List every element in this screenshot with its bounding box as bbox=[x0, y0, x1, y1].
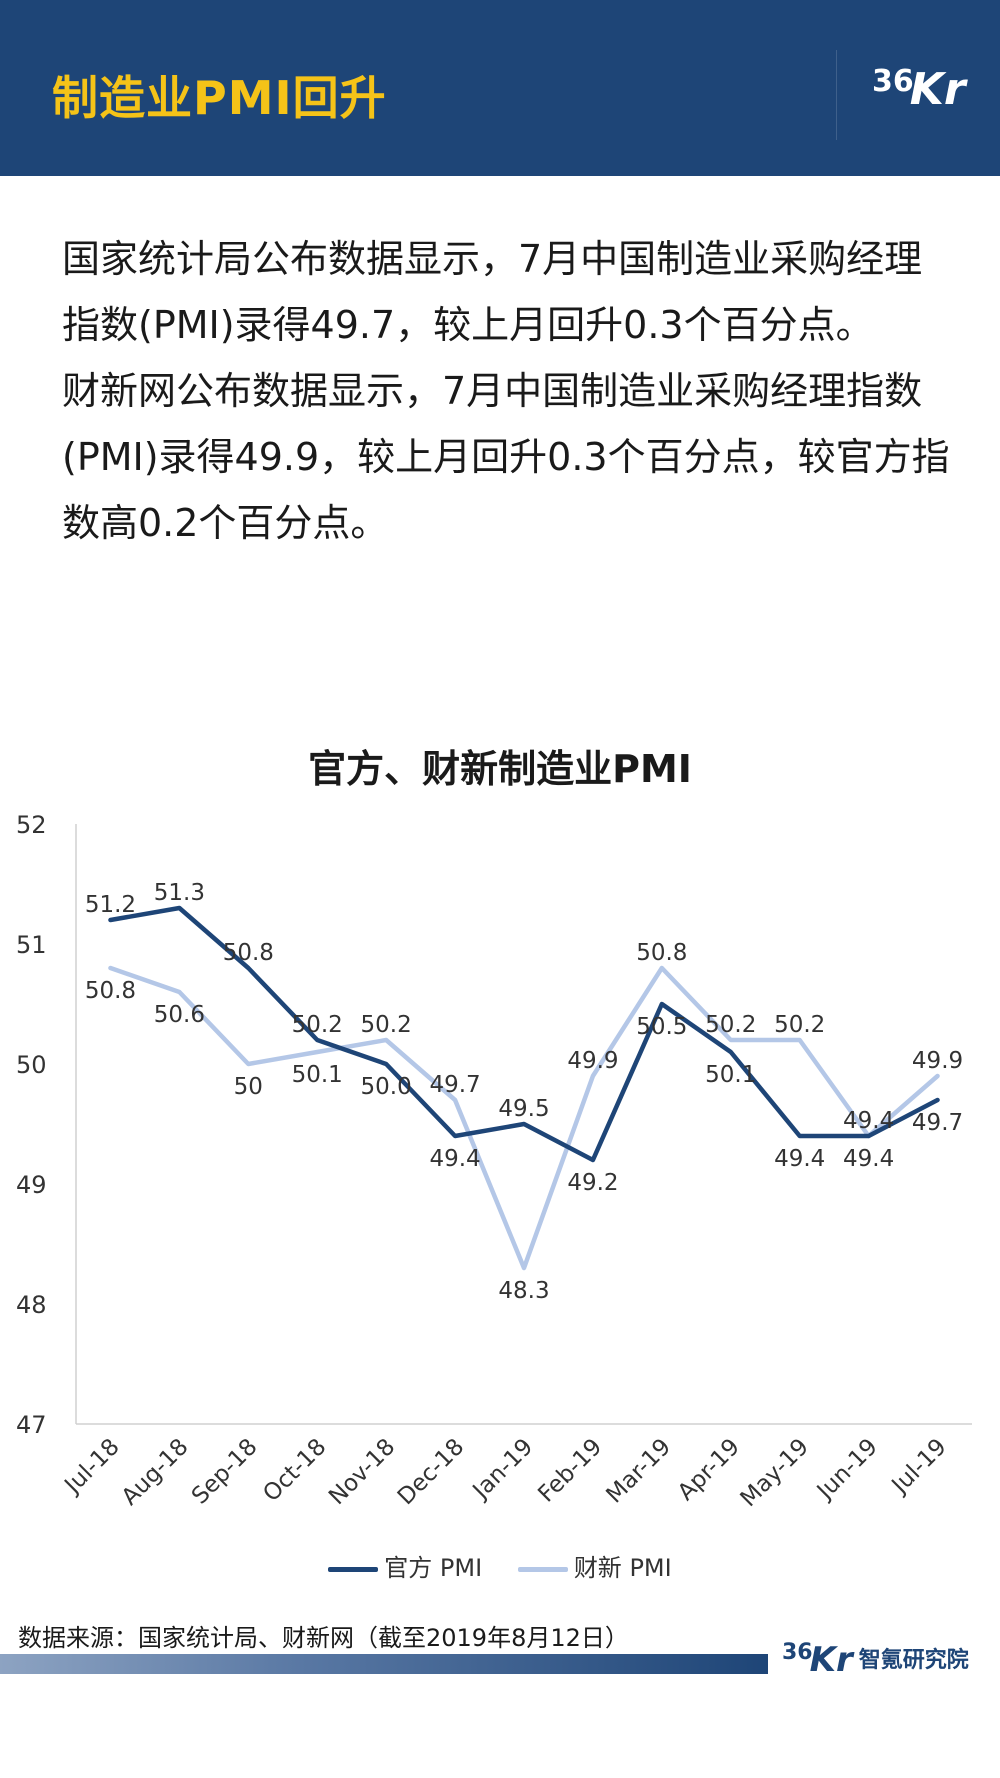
data-label-caixin: 49.9 bbox=[567, 1048, 618, 1074]
institute-name: 智氪研究院 bbox=[858, 1648, 969, 1673]
legend-item-caixin: 财新 PMI bbox=[517, 1548, 672, 1583]
chart-legend: 官方 PMI 财新 PMI bbox=[0, 1548, 1000, 1583]
data-label-official: 50.5 bbox=[636, 1014, 687, 1040]
y-tick-label: 48 bbox=[16, 1291, 47, 1319]
pmi-line-chart: 47 48 49 50 51 52 Jul-18Aug-18Sep-18Oct-18Nov-… bbox=[16, 811, 972, 1512]
data-label-caixin: 49.7 bbox=[429, 1072, 480, 1098]
chart-title: 官方、财新制造业PMI bbox=[308, 747, 692, 791]
page-title: 制造业PMI回升 bbox=[52, 71, 387, 125]
data-label-official: 49.4 bbox=[843, 1146, 894, 1172]
data-label-caixin: 50.8 bbox=[636, 940, 687, 966]
footer-bar bbox=[0, 1654, 768, 1674]
data-label-caixin: 50 bbox=[234, 1074, 263, 1100]
legend-label-official: 官方 PMI bbox=[384, 1554, 483, 1582]
x-tick-label: Aug-18 bbox=[117, 1434, 194, 1511]
x-tick-label: May-19 bbox=[736, 1434, 814, 1512]
legend-swatch-caixin bbox=[517, 1566, 568, 1572]
data-label-caixin: 50.6 bbox=[154, 1002, 205, 1028]
data-label-official: 49.7 bbox=[912, 1110, 963, 1136]
x-tick-label: Dec-18 bbox=[393, 1434, 469, 1510]
legend-label-caixin: 财新 PMI bbox=[573, 1554, 672, 1582]
x-tick-label: Sep-18 bbox=[187, 1434, 263, 1510]
intro-paragraph-caixin: 财新网公布数据显示，7月中国制造业采购经理指数(PMI)录得49.9，较上月回升… bbox=[62, 369, 950, 545]
x-tick-label: Jul-18 bbox=[59, 1434, 125, 1500]
data-label-caixin: 50.2 bbox=[774, 1012, 825, 1038]
header-banner: 制造业PMI回升 36Kr bbox=[0, 0, 1000, 176]
footer-logo: 36Kr 智氪研究院 bbox=[782, 1640, 969, 1680]
data-label-caixin: 50.8 bbox=[85, 978, 136, 1004]
data-label-official: 49.2 bbox=[567, 1170, 618, 1196]
intro-text: 国家统计局公布数据显示，7月中国制造业采购经理指数(PMI)录得49.7，较上月… bbox=[62, 226, 952, 556]
x-tick-label: Feb-19 bbox=[533, 1434, 607, 1508]
series-line-official bbox=[108, 905, 940, 1163]
legend-item-official: 官方 PMI bbox=[328, 1548, 482, 1583]
data-label-official: 49.4 bbox=[774, 1146, 825, 1172]
x-tick-label: Jan-19 bbox=[467, 1434, 538, 1505]
x-tick-label: Oct-18 bbox=[258, 1434, 331, 1507]
data-label-official: 51.2 bbox=[85, 892, 136, 918]
data-label-caixin: 50.2 bbox=[705, 1012, 756, 1038]
data-label-caixin: 50.2 bbox=[361, 1012, 412, 1038]
y-tick-label: 52 bbox=[16, 811, 47, 839]
data-label-official: 50.8 bbox=[223, 940, 274, 966]
header-divider bbox=[836, 50, 837, 140]
x-tick-label: Mar-19 bbox=[601, 1434, 676, 1509]
x-tick-label: Jun-19 bbox=[811, 1434, 883, 1506]
data-label-official: 50.2 bbox=[292, 1012, 343, 1038]
brand-logo: 36Kr bbox=[872, 64, 966, 115]
legend-swatch-official bbox=[328, 1566, 379, 1572]
data-label-official: 49.5 bbox=[498, 1096, 549, 1122]
data-label-official: 49.4 bbox=[429, 1146, 480, 1172]
data-label-caixin: 50.1 bbox=[292, 1062, 343, 1088]
y-tick-label: 49 bbox=[16, 1171, 47, 1199]
x-tick-label: Nov-18 bbox=[324, 1434, 400, 1510]
data-label-caixin: 48.3 bbox=[498, 1278, 549, 1304]
intro-paragraph-official: 国家统计局公布数据显示，7月中国制造业采购经理指数(PMI)录得49.7，较上月… bbox=[62, 237, 923, 347]
data-label-official: 51.3 bbox=[154, 880, 205, 906]
y-tick-label: 47 bbox=[16, 1411, 47, 1439]
x-tick-label: Jul-19 bbox=[886, 1434, 952, 1500]
data-label-caixin: 49.4 bbox=[843, 1108, 894, 1134]
y-tick-label: 51 bbox=[16, 931, 47, 959]
data-label-caixin: 49.9 bbox=[912, 1048, 963, 1074]
data-label-official: 50.0 bbox=[361, 1074, 412, 1100]
data-label-official: 50.1 bbox=[705, 1062, 756, 1088]
x-tick-label: Apr-19 bbox=[673, 1434, 745, 1506]
data-source-note: 数据来源：国家统计局、财新网（截至2019年8月12日） bbox=[18, 1624, 629, 1652]
series-line-caixin bbox=[108, 965, 940, 1271]
y-tick-label: 50 bbox=[16, 1051, 47, 1079]
